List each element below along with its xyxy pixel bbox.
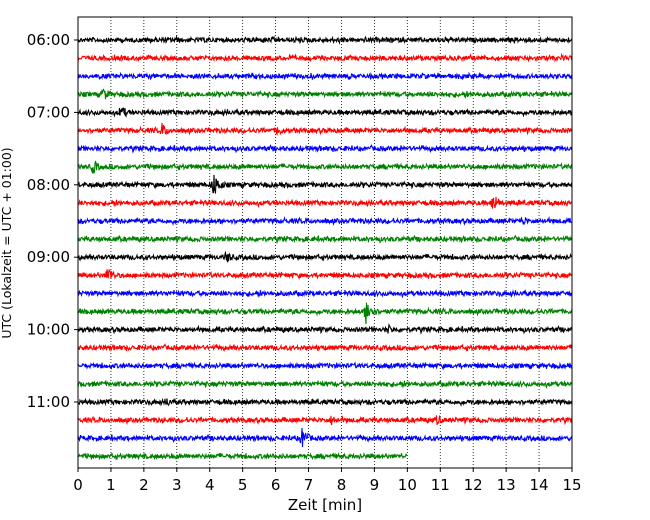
trace-0700 [77, 107, 573, 118]
x-tick-label: 9 [370, 476, 380, 494]
y-tick-label: 07:00 [27, 103, 70, 121]
x-tick-label: 0 [73, 476, 83, 494]
x-tick-label: 11 [431, 476, 450, 494]
trace-1015 [77, 343, 573, 353]
trace-0800 [77, 174, 573, 194]
x-tick-label: 15 [562, 476, 581, 494]
trace-0845 [77, 234, 573, 245]
x-tick-label: 14 [530, 476, 549, 494]
trace-0615 [77, 52, 573, 63]
trace-0645 [77, 88, 573, 100]
trace-0915 [77, 269, 573, 281]
x-tick-label: 13 [497, 476, 516, 494]
y-axis-ticks: 06:00 07:00 08:00 09:00 10:00 11:00 [27, 31, 78, 411]
trace-1000 [77, 322, 573, 335]
trace-0900 [77, 250, 573, 263]
y-axis-label: UTC (Lokalzeit = UTC + 01:00) [0, 147, 14, 338]
x-tick-label: 1 [106, 476, 116, 494]
trace-0600 [77, 34, 573, 46]
x-tick-label: 12 [464, 476, 483, 494]
x-tick-label: 7 [304, 476, 314, 494]
y-tick-label: 09:00 [27, 248, 70, 266]
y-tick-label: 08:00 [27, 176, 70, 194]
trace-1130 [77, 427, 573, 448]
x-tick-label: 5 [238, 476, 248, 494]
trace-0715 [77, 122, 573, 136]
grid-lines [110, 17, 540, 468]
trace-0745 [77, 160, 573, 174]
x-tick-label: 2 [139, 476, 149, 494]
trace-0630 [77, 71, 573, 81]
y-tick-label: 10:00 [27, 321, 70, 339]
x-tick-label: 4 [205, 476, 215, 494]
trace-0945 [77, 302, 573, 325]
trace-1145 [77, 451, 408, 461]
x-axis-label: Zeit [min] [288, 496, 362, 514]
x-tick-label: 8 [337, 476, 347, 494]
x-tick-label: 6 [271, 476, 281, 494]
trace-1045 [77, 379, 573, 389]
trace-0930 [77, 289, 573, 299]
y-tick-label: 06:00 [27, 31, 70, 49]
plot-frame [77, 16, 573, 469]
x-axis-ticks: 0 1 2 3 4 5 6 7 8 9 10 11 12 13 14 15 [73, 468, 582, 494]
seismic-traces [77, 34, 573, 461]
trace-0830 [77, 215, 573, 227]
x-tick-label: 10 [398, 476, 417, 494]
x-tick-label: 3 [172, 476, 182, 494]
trace-1030 [77, 361, 573, 371]
y-tick-label: 11:00 [27, 393, 70, 411]
trace-1100 [77, 397, 573, 408]
trace-0730 [77, 144, 573, 154]
trace-0815 [77, 196, 573, 209]
trace-1115 [77, 414, 573, 426]
